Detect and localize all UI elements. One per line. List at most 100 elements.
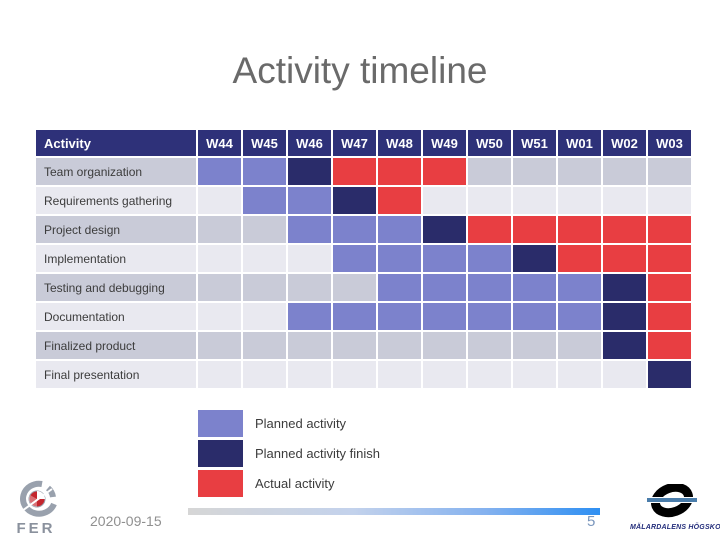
gantt-cell-planned: [558, 274, 601, 301]
footer-date: 2020-09-15: [90, 513, 162, 529]
gantt-cell-empty: [558, 361, 601, 388]
gantt-cell-actual: [423, 158, 466, 185]
gantt-cell-empty: [603, 158, 646, 185]
gantt-cell-planned: [423, 274, 466, 301]
gantt-cell-actual: [648, 303, 691, 330]
gantt-cell-empty: [243, 274, 286, 301]
gantt-cell-finish: [648, 361, 691, 388]
gantt-cell-empty: [198, 303, 241, 330]
legend-item: Actual activity: [198, 470, 380, 497]
gantt-cell-empty: [288, 274, 331, 301]
header-week-W44: W44: [198, 130, 241, 156]
header-week-W45: W45: [243, 130, 286, 156]
gantt-cell-finish: [288, 158, 331, 185]
row-label: Project design: [36, 216, 196, 243]
gantt-cell-empty: [378, 361, 421, 388]
gantt-cell-empty: [243, 332, 286, 359]
legend-item: Planned activity: [198, 410, 380, 437]
gantt-cell-actual: [648, 216, 691, 243]
gantt-cell-empty: [333, 332, 376, 359]
row-label: Requirements gathering: [36, 187, 196, 214]
header-week-W50: W50: [468, 130, 511, 156]
footer-gradient-bar: [188, 508, 600, 515]
gantt-cell-actual: [558, 216, 601, 243]
gantt-cell-planned: [468, 303, 511, 330]
legend-swatch: [198, 440, 243, 467]
row-label: Finalized product: [36, 332, 196, 359]
gantt-cell-finish: [603, 274, 646, 301]
gantt-cell-empty: [198, 332, 241, 359]
university-logo: MÄLARDALENS HÖGSKOLA: [630, 482, 720, 531]
gantt-cell-empty: [423, 361, 466, 388]
gantt-cell-planned: [558, 303, 601, 330]
gantt-cell-planned: [513, 274, 556, 301]
gantt-cell-planned: [288, 216, 331, 243]
gantt-cell-empty: [288, 332, 331, 359]
gantt-cell-planned: [468, 245, 511, 272]
gantt-cell-planned: [378, 245, 421, 272]
gantt-cell-finish: [603, 303, 646, 330]
row-label: Implementation: [36, 245, 196, 272]
gantt-cell-empty: [378, 332, 421, 359]
gantt-cell-empty: [648, 187, 691, 214]
header-week-W49: W49: [423, 130, 466, 156]
gantt-cell-planned: [423, 303, 466, 330]
gantt-cell-actual: [513, 216, 556, 243]
gantt-cell-planned: [513, 303, 556, 330]
gantt-cell-empty: [243, 216, 286, 243]
gantt-cell-empty: [198, 216, 241, 243]
gantt-cell-finish: [333, 187, 376, 214]
gantt-cell-empty: [603, 361, 646, 388]
row-label: Documentation: [36, 303, 196, 330]
gantt-cell-planned: [423, 245, 466, 272]
header-week-W03: W03: [648, 130, 691, 156]
legend-swatch: [198, 470, 243, 497]
gantt-cell-actual: [603, 216, 646, 243]
gantt-cell-actual: [648, 332, 691, 359]
gantt-cell-actual: [378, 158, 421, 185]
gantt-cell-empty: [468, 187, 511, 214]
fer-logo: FER: [8, 480, 64, 536]
gantt-cell-finish: [603, 332, 646, 359]
header-week-W01: W01: [558, 130, 601, 156]
gantt-cell-empty: [513, 158, 556, 185]
gantt-cell-actual: [378, 187, 421, 214]
gantt-cell-finish: [513, 245, 556, 272]
gantt-cell-planned: [378, 274, 421, 301]
gantt-cell-empty: [558, 332, 601, 359]
gantt-cell-planned: [288, 187, 331, 214]
header-week-W48: W48: [378, 130, 421, 156]
gantt-cell-empty: [513, 332, 556, 359]
gantt-cell-empty: [423, 187, 466, 214]
legend-item: Planned activity finish: [198, 440, 380, 467]
legend-swatch: [198, 410, 243, 437]
fer-emblem-icon: [20, 480, 57, 517]
gantt-cell-empty: [423, 332, 466, 359]
gantt-cell-empty: [198, 361, 241, 388]
page-number: 5: [587, 513, 596, 530]
gantt-cell-empty: [558, 187, 601, 214]
row-label: Final presentation: [36, 361, 196, 388]
gantt-cell-empty: [648, 158, 691, 185]
gantt-cell-planned: [378, 216, 421, 243]
gantt-cell-empty: [513, 187, 556, 214]
page-title: Activity timeline: [232, 50, 488, 91]
legend-label: Planned activity finish: [255, 446, 381, 461]
gantt-cell-empty: [513, 361, 556, 388]
gantt-table: Activity W44 W45 W46 W47 W48 W49 W50 W51 W01 W02 W0…: [36, 130, 691, 388]
gantt-cell-empty: [288, 361, 331, 388]
gantt-cell-empty: [333, 361, 376, 388]
row-label: Testing and debugging: [36, 274, 196, 301]
gantt-cell-actual: [648, 245, 691, 272]
gantt-cell-planned: [198, 158, 241, 185]
university-emblem-icon: [646, 482, 698, 518]
gantt-cell-empty: [198, 274, 241, 301]
university-logo-text: MÄLARDALENS HÖGSKOLA: [630, 524, 720, 531]
gantt-cell-empty: [288, 245, 331, 272]
gantt-cell-empty: [243, 303, 286, 330]
gantt-cell-empty: [243, 245, 286, 272]
gantt-cell-finish: [423, 216, 466, 243]
gantt-cell-empty: [198, 245, 241, 272]
header-week-W02: W02: [603, 130, 646, 156]
